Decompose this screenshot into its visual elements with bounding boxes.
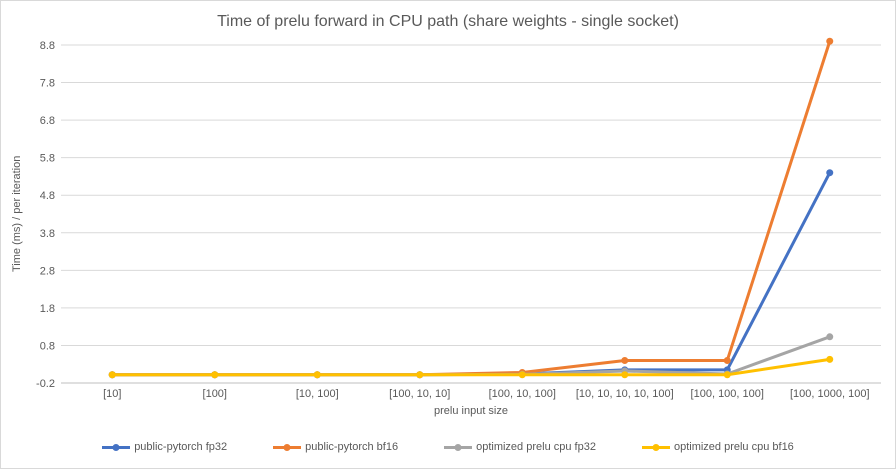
y-tick-label: 7.8 [40,78,55,90]
legend-label: public-pytorch bf16 [305,441,399,453]
legend-label: public-pytorch fp32 [134,441,228,453]
y-axis-title: Time (ms) / per iteration [11,155,23,273]
legend-item-optimized-prelu-cpu-bf16: optimized prelu cpu bf16 [641,441,794,453]
data-point-marker-optimized-prelu-cpu-fp32 [826,333,834,341]
data-point-marker-public-pytorch-bf16 [621,356,629,364]
y-tick-label: 3.8 [40,228,55,240]
legend-line-marker-icon [273,443,302,451]
data-point-marker-optimized-prelu-cpu-bf16 [518,371,526,379]
y-tick-label: 0.8 [40,340,55,352]
x-tick-label: [100, 10, 10] [389,388,450,400]
data-point-marker-optimized-prelu-cpu-bf16 [826,355,834,363]
legend: public-pytorch fp32 public-pytorch bf16 op… [1,441,895,453]
data-point-marker-public-pytorch-fp32 [826,169,834,177]
series-line-optimized-prelu-cpu-bf16 [110,357,832,377]
data-point-marker-optimized-prelu-cpu-bf16 [621,371,629,379]
x-tick-label: [100] [203,388,227,400]
chart-title: Time of prelu forward in CPU path (share… [217,13,679,30]
y-tick-label: 2.8 [40,265,55,277]
legend-label: optimized prelu cpu bf16 [673,441,794,453]
data-point-marker-optimized-prelu-cpu-bf16 [211,371,219,379]
x-tick-label: [100, 10, 100] [489,388,556,400]
legend-line-marker-icon [444,443,473,451]
series-line-public-pytorch-bf16 [110,39,832,377]
data-point-marker-public-pytorch-bf16 [723,356,731,364]
legend-item-public-pytorch-fp32: public-pytorch fp32 [102,441,227,453]
x-tick-label: [10] [103,388,121,400]
x-tick-label: [10, 100] [296,388,339,400]
y-tick-label: 5.8 [40,153,55,165]
y-tick-label: 1.8 [40,303,55,315]
x-axis-title: prelu input size [434,405,508,417]
legend-item-public-pytorch-bf16: public-pytorch bf16 [273,441,398,453]
data-point-marker-optimized-prelu-cpu-bf16 [723,371,731,379]
x-tick-label: [100, 100, 100] [691,388,764,400]
data-point-marker-public-pytorch-bf16 [826,37,834,45]
legend-line-marker-icon [102,443,131,451]
y-tick-label: 8.8 [40,40,55,52]
legend-item-optimized-prelu-cpu-fp32: optimized prelu cpu fp32 [444,441,596,453]
data-point-marker-optimized-prelu-cpu-bf16 [313,371,321,379]
x-tick-label: [10, 10, 10, 10, 100] [576,388,674,400]
legend-line-marker-icon [641,443,670,451]
y-tick-label: -0.2 [36,378,55,390]
series-line-public-pytorch-fp32 [110,171,832,377]
y-tick-label: 6.8 [40,115,55,127]
data-point-marker-optimized-prelu-cpu-bf16 [108,371,116,379]
legend-label: optimized prelu cpu fp32 [476,441,596,453]
data-point-marker-optimized-prelu-cpu-bf16 [416,371,424,379]
y-tick-label: 4.8 [40,190,55,202]
x-tick-label: [100, 1000, 100] [790,388,870,400]
